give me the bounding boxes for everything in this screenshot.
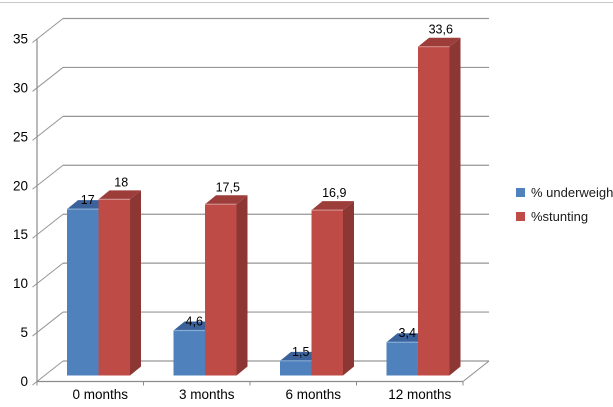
y-tick-label: 35	[13, 32, 28, 47]
bar-side-stunting-12-months	[449, 37, 461, 376]
legend-item-underweight: % underweight	[516, 186, 613, 199]
y-tick-label: 20	[13, 178, 28, 193]
bar-stunting-3-months	[205, 204, 237, 376]
legend-swatch-stunting	[516, 212, 525, 221]
legend-item-stunting: %stunting	[516, 210, 613, 223]
bar-top-stunting-3-months	[205, 195, 248, 205]
y-tick-label: 0	[20, 374, 28, 389]
bar-top-stunting-6-months	[311, 201, 354, 211]
chart-top-border	[0, 2, 613, 3]
x-category-label: 12 months	[388, 387, 451, 402]
x-category-label: 0 months	[72, 387, 128, 402]
y-tick-label: 30	[13, 80, 28, 95]
bar-underweight-3-months	[173, 330, 205, 376]
x-category-label: 3 months	[179, 387, 235, 402]
value-label: 16,9	[322, 186, 346, 200]
bar-top-stunting-0-months	[98, 190, 141, 200]
y-tick-label: 15	[13, 227, 28, 242]
y-tick-label: 5	[20, 325, 28, 340]
bar-stunting-0-months	[98, 199, 130, 376]
bar-top-stunting-12-months	[418, 37, 461, 47]
y-tick-label: 25	[13, 129, 28, 144]
bar-side-stunting-0-months	[130, 190, 141, 376]
value-label: 4,6	[186, 314, 203, 328]
value-label: 33,6	[429, 23, 453, 37]
bar-stunting-6-months	[311, 210, 343, 376]
bar-side-stunting-6-months	[343, 201, 354, 376]
x-category-label: 6 months	[285, 387, 341, 402]
value-label: 17,5	[216, 180, 240, 194]
bar-underweight-0-months	[67, 209, 99, 376]
value-label: 3,4	[399, 326, 416, 340]
gridline-diagonal	[32, 18, 64, 43]
value-label: 1,5	[292, 345, 309, 359]
bar-stunting-12-months	[418, 46, 450, 376]
bar-underweight-12-months	[386, 342, 418, 376]
chart-legend: % underweight %stunting	[516, 186, 613, 223]
legend-label-stunting: %stunting	[531, 209, 589, 224]
bar-side-stunting-3-months	[236, 195, 248, 376]
floor-right-edge	[462, 360, 490, 382]
legend-swatch-underweight	[516, 188, 525, 197]
y-tick-label: 10	[13, 276, 28, 291]
value-label: 18	[114, 175, 128, 189]
value-label: 17	[81, 193, 95, 207]
bar-underweight-6-months	[280, 360, 312, 376]
legend-label-underweight: % underweight	[531, 185, 613, 200]
